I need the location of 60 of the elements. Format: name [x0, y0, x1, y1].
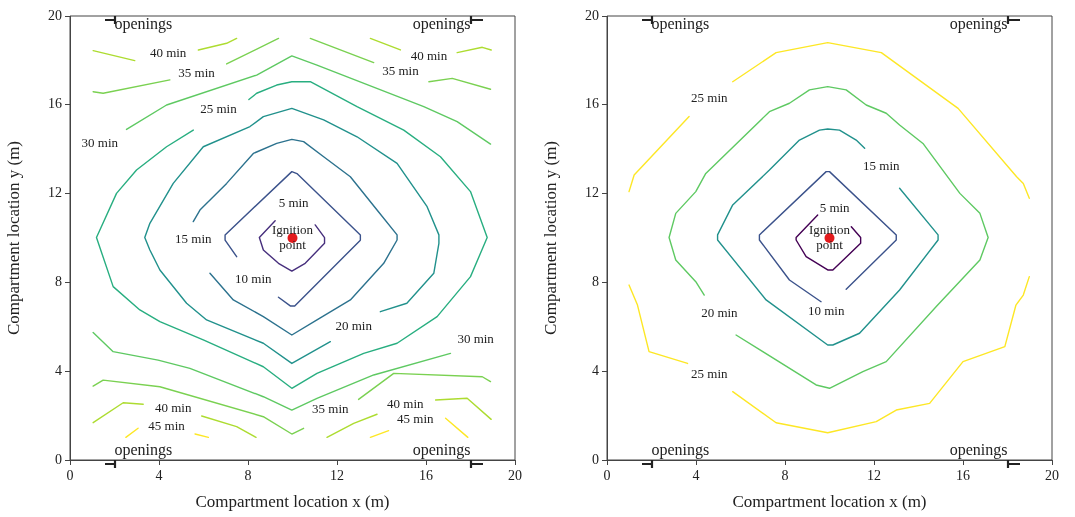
y-tick-label: 0 — [55, 451, 62, 467]
y-tick-label: 12 — [48, 185, 62, 201]
x-tick-label: 0 — [603, 468, 611, 484]
y-tick-label: 12 — [585, 185, 599, 201]
y-tick-label: 20 — [48, 7, 62, 23]
annotation: 40 min — [155, 399, 192, 415]
y-axis-title: Compartment location y (m) — [540, 140, 560, 336]
x-tick-label: 4 — [692, 468, 700, 484]
y-axis-title: Compartment location y (m) — [3, 140, 23, 336]
x-tick-label: 12 — [330, 468, 344, 484]
annotation: 40 min — [149, 44, 187, 60]
annotation: openings — [651, 15, 710, 34]
annotation: 15 min — [863, 158, 901, 174]
x-axis-title: Compartment location x (m) — [195, 492, 390, 512]
annotation: 5 min — [819, 199, 851, 215]
x-tick-label: 4 — [155, 468, 163, 484]
y-tick-label: 8 — [55, 274, 62, 290]
annotation: openings — [114, 441, 173, 460]
annotation: 45 min — [148, 418, 186, 434]
y-tick-label: 0 — [592, 451, 599, 467]
annotation: 10 min — [235, 271, 273, 287]
annotation: Ignition point — [271, 221, 314, 252]
x-tick-label: 20 — [508, 468, 522, 484]
annotation: openings — [412, 441, 471, 460]
y-tick-label: 16 — [585, 96, 599, 112]
x-tick-label: 8 — [244, 468, 252, 484]
y-tick-label: 20 — [585, 7, 599, 23]
annotation: 35 min — [382, 63, 420, 79]
x-tick-label: 16 — [419, 468, 433, 484]
y-tick-label: 8 — [592, 274, 599, 290]
annotation: 5 min — [278, 195, 310, 211]
annotation: openings — [114, 15, 173, 34]
annotation: 25 min — [200, 101, 238, 117]
y-tick-label: 4 — [55, 362, 62, 378]
annotation: 25 min — [691, 366, 729, 382]
annotation: openings — [651, 441, 710, 460]
annotation: 20 min — [701, 304, 739, 320]
y-tick-label: 16 — [48, 96, 62, 112]
annotation: 35 min — [178, 64, 216, 80]
y-tick-label: 4 — [592, 362, 599, 378]
annotation: 20 min — [335, 318, 373, 334]
x-axis-title: Compartment location x (m) — [732, 492, 927, 512]
x-tick-label: 8 — [781, 468, 789, 484]
annotation: 40 min — [410, 48, 448, 64]
annotation: 30 min — [81, 134, 119, 150]
annotation: openings — [949, 15, 1008, 34]
annotation: openings — [949, 441, 1008, 460]
annotation: 45 min — [397, 411, 435, 427]
x-tick-label: 20 — [1045, 468, 1059, 484]
annotation: 25 min — [691, 89, 729, 105]
annotation: 35 min — [312, 401, 350, 417]
annotation: 15 min — [175, 230, 212, 246]
annotation: 10 min — [807, 302, 845, 318]
x-tick-label: 16 — [956, 468, 970, 484]
annotation: openings — [412, 15, 471, 34]
annotation: 30 min — [457, 331, 495, 347]
annotation: Ignition point — [808, 221, 851, 252]
x-tick-label: 0 — [66, 468, 74, 484]
annotation: 40 min — [387, 396, 425, 412]
x-tick-label: 12 — [867, 468, 881, 484]
